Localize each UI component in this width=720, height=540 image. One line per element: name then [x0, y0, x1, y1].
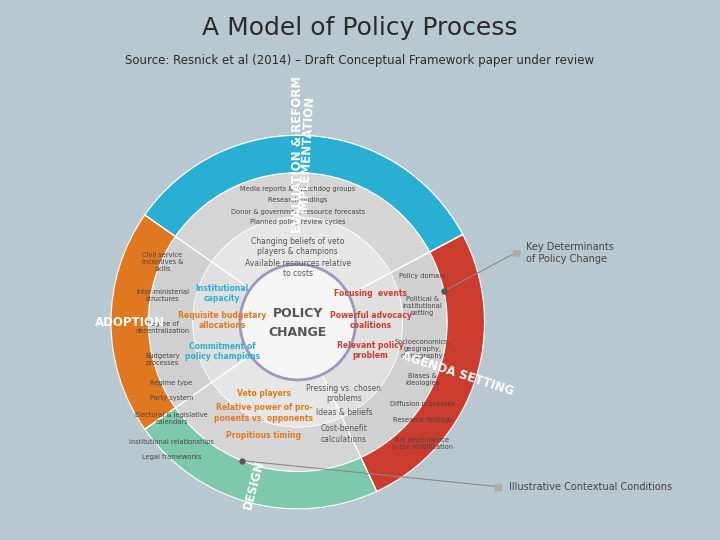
Text: Research findings: Research findings	[392, 417, 452, 423]
Text: Requisite budgetary
allocations: Requisite budgetary allocations	[178, 310, 266, 330]
Text: Institutional relationships: Institutional relationships	[129, 439, 214, 445]
Text: Key Determinants
of Policy Change: Key Determinants of Policy Change	[526, 242, 614, 264]
Text: Biases &
ideologies: Biases & ideologies	[405, 373, 439, 387]
Text: Legal frameworks: Legal frameworks	[142, 454, 201, 460]
Text: Planned policy review cycles: Planned policy review cycles	[250, 219, 346, 226]
Text: CHANGE: CHANGE	[269, 326, 327, 339]
Wedge shape	[322, 273, 402, 417]
Text: A Model of Policy Process: A Model of Policy Process	[202, 16, 518, 40]
Wedge shape	[205, 217, 390, 295]
Text: POLICY: POLICY	[273, 307, 323, 320]
Text: Relevant policy
problem: Relevant policy problem	[337, 341, 404, 360]
Wedge shape	[361, 234, 485, 491]
Wedge shape	[111, 215, 176, 429]
Text: Relative power of pro-
ponents vs. opponents: Relative power of pro- ponents vs. oppon…	[215, 403, 313, 422]
Wedge shape	[193, 262, 251, 382]
Text: AGENDA SETTING: AGENDA SETTING	[400, 350, 516, 399]
Text: Political &
institutional
setting: Political & institutional setting	[402, 296, 442, 316]
Text: Propitious timing: Propitious timing	[227, 431, 302, 441]
Text: Institutional
capacity: Institutional capacity	[196, 284, 249, 303]
Text: Focusing  events: Focusing events	[334, 289, 408, 298]
Text: Budgetary
processes: Budgetary processes	[145, 353, 180, 366]
Text: Degree of
decentralization: Degree of decentralization	[135, 321, 189, 334]
Circle shape	[240, 264, 356, 380]
Text: Socioeconomics,
geography,
demography: Socioeconomics, geography, demography	[395, 339, 450, 359]
Wedge shape	[166, 173, 430, 273]
Wedge shape	[148, 237, 212, 408]
Text: EVALUATION & REFORM: EVALUATION & REFORM	[292, 76, 305, 233]
Text: Available resources relative
to costs: Available resources relative to costs	[245, 259, 351, 279]
Text: Ideas & beliefs: Ideas & beliefs	[315, 408, 372, 417]
Text: ADOPTION: ADOPTION	[94, 315, 165, 329]
Text: Inter-ministerial
structures: Inter-ministerial structures	[136, 289, 189, 302]
Wedge shape	[132, 136, 463, 252]
Wedge shape	[212, 217, 390, 295]
Text: Source: Resnick et al (2014) – Draft Conceptual Framework paper under review: Source: Resnick et al (2014) – Draft Con…	[125, 54, 595, 67]
Text: IMPLEMENTATION: IMPLEMENTATION	[297, 95, 316, 213]
Text: Aid dependence
& tax mobilization: Aid dependence & tax mobilization	[392, 436, 453, 450]
Wedge shape	[145, 408, 377, 509]
Wedge shape	[176, 173, 430, 273]
Wedge shape	[145, 136, 463, 252]
Text: Civil service
incentives &
skills: Civil service incentives & skills	[142, 252, 183, 272]
Text: Party system: Party system	[150, 395, 193, 401]
Wedge shape	[176, 382, 361, 471]
Text: Cost-benefit
calculations: Cost-benefit calculations	[320, 424, 367, 444]
Text: DESIGN: DESIGN	[241, 458, 267, 510]
Text: Powerful advocacy
coalitions: Powerful advocacy coalitions	[330, 310, 412, 330]
Text: Illustrative Contextual Conditions: Illustrative Contextual Conditions	[508, 482, 672, 491]
Text: Veto players: Veto players	[237, 389, 291, 398]
Wedge shape	[342, 252, 447, 457]
Text: Changing beliefs of veto
players & champions: Changing beliefs of veto players & champ…	[251, 237, 344, 256]
Text: Research findings: Research findings	[268, 197, 328, 203]
Text: Pressing vs. chosen
problems: Pressing vs. chosen problems	[307, 383, 382, 403]
Text: Diffusion processes: Diffusion processes	[390, 401, 455, 407]
Text: Media reports &  watchdog groups: Media reports & watchdog groups	[240, 186, 356, 192]
Text: Electoral & legislative
calendars: Electoral & legislative calendars	[135, 411, 208, 424]
Text: Policy domain: Policy domain	[399, 273, 446, 279]
Wedge shape	[212, 355, 342, 427]
Text: Donor & government resource forecasts: Donor & government resource forecasts	[230, 209, 365, 215]
Text: Commitment of
policy champions: Commitment of policy champions	[184, 342, 260, 361]
Text: Regime type: Regime type	[150, 380, 192, 386]
